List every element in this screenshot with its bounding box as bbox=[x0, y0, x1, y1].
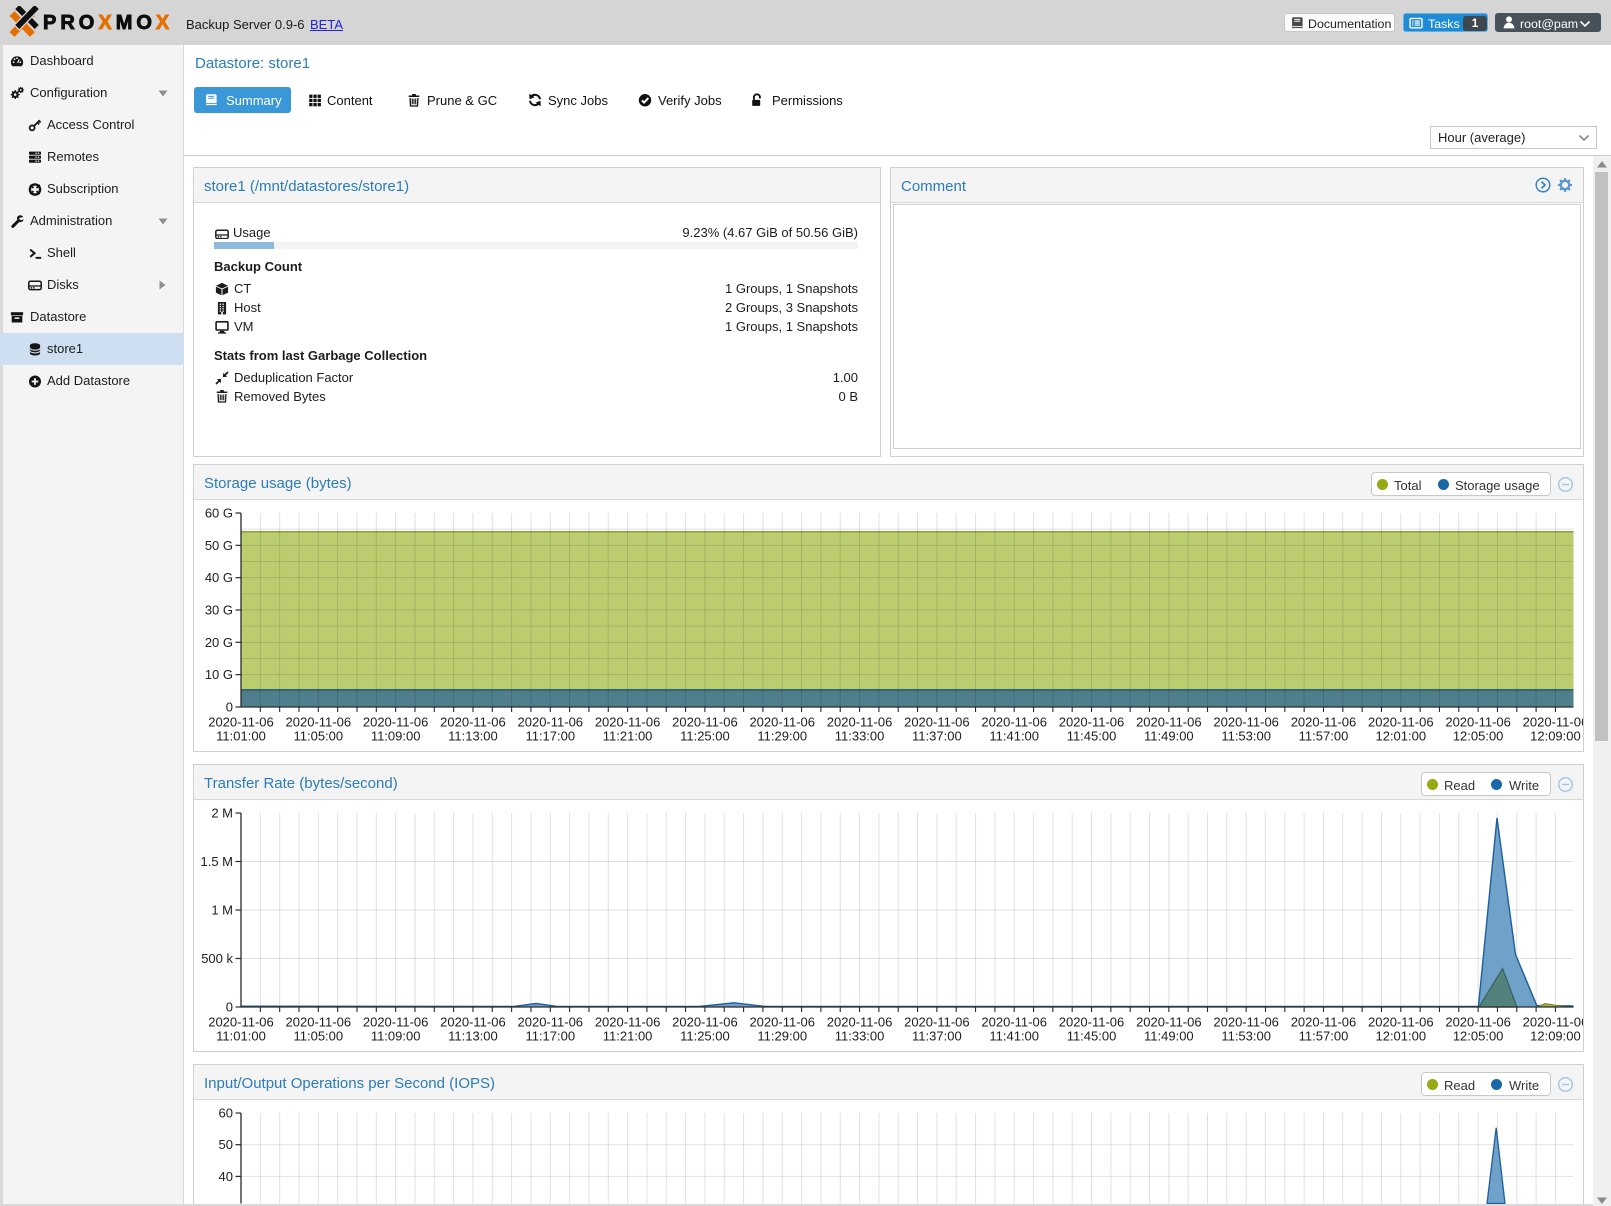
svg-text:2020-11-06: 2020-11-06 bbox=[286, 715, 352, 730]
svg-text:2020-11-06: 2020-11-06 bbox=[286, 1015, 352, 1030]
svg-text:11:25:00: 11:25:00 bbox=[680, 729, 730, 744]
svg-text:11:53:00: 11:53:00 bbox=[1221, 1029, 1271, 1044]
svg-text:2020-11-06: 2020-11-06 bbox=[981, 715, 1047, 730]
svg-text:2020-11-06: 2020-11-06 bbox=[1368, 1015, 1434, 1030]
svg-text:2020-11-06: 2020-11-06 bbox=[1445, 715, 1511, 730]
svg-text:11:57:00: 11:57:00 bbox=[1299, 1029, 1349, 1044]
svg-text:12:09:00: 12:09:00 bbox=[1530, 1029, 1581, 1044]
svg-text:11:17:00: 11:17:00 bbox=[525, 1029, 575, 1044]
svg-text:40: 40 bbox=[219, 1169, 233, 1184]
svg-text:2020-11-06: 2020-11-06 bbox=[1059, 1015, 1125, 1030]
svg-text:2020-11-06: 2020-11-06 bbox=[1445, 1015, 1511, 1030]
svg-text:12:09:00: 12:09:00 bbox=[1530, 729, 1581, 744]
svg-text:2020-11-06: 2020-11-06 bbox=[904, 1015, 970, 1030]
svg-text:11:21:00: 11:21:00 bbox=[603, 729, 653, 744]
svg-text:11:09:00: 11:09:00 bbox=[371, 729, 421, 744]
svg-text:0: 0 bbox=[226, 700, 233, 715]
svg-text:2020-11-06: 2020-11-06 bbox=[904, 715, 970, 730]
svg-text:11:29:00: 11:29:00 bbox=[757, 1029, 807, 1044]
svg-text:50 G: 50 G bbox=[205, 538, 233, 553]
svg-text:11:17:00: 11:17:00 bbox=[525, 729, 575, 744]
svg-text:11:01:00: 11:01:00 bbox=[216, 1029, 266, 1044]
svg-text:2020-11-06: 2020-11-06 bbox=[208, 715, 274, 730]
svg-text:2020-11-06: 2020-11-06 bbox=[1368, 715, 1434, 730]
svg-text:2020-11-06: 2020-11-06 bbox=[1213, 1015, 1279, 1030]
svg-text:2020-11-06: 2020-11-06 bbox=[1136, 715, 1202, 730]
svg-text:11:05:00: 11:05:00 bbox=[293, 1029, 343, 1044]
svg-text:2020-11-06: 2020-11-06 bbox=[595, 1015, 661, 1030]
svg-text:11:33:00: 11:33:00 bbox=[835, 1029, 885, 1044]
svg-text:11:13:00: 11:13:00 bbox=[448, 1029, 498, 1044]
svg-text:10 G: 10 G bbox=[205, 667, 233, 682]
svg-text:11:41:00: 11:41:00 bbox=[989, 729, 1039, 744]
svg-text:11:13:00: 11:13:00 bbox=[448, 729, 498, 744]
svg-text:20 G: 20 G bbox=[205, 635, 233, 650]
svg-text:60: 60 bbox=[219, 1106, 233, 1121]
svg-text:500 k: 500 k bbox=[201, 951, 233, 966]
svg-text:11:53:00: 11:53:00 bbox=[1221, 729, 1271, 744]
svg-text:40 G: 40 G bbox=[205, 570, 233, 585]
svg-text:11:01:00: 11:01:00 bbox=[216, 729, 266, 744]
svg-text:11:29:00: 11:29:00 bbox=[757, 729, 807, 744]
svg-text:2020-11-06: 2020-11-06 bbox=[1291, 715, 1357, 730]
svg-text:2020-11-06: 2020-11-06 bbox=[749, 715, 815, 730]
svg-text:11:25:00: 11:25:00 bbox=[680, 1029, 730, 1044]
svg-text:30 G: 30 G bbox=[205, 603, 233, 618]
svg-text:2020-11-06: 2020-11-06 bbox=[1059, 715, 1125, 730]
svg-text:12:01:00: 12:01:00 bbox=[1375, 1029, 1426, 1044]
svg-text:2020-11-06: 2020-11-06 bbox=[363, 715, 429, 730]
svg-text:11:57:00: 11:57:00 bbox=[1299, 729, 1349, 744]
svg-text:2020-11-06: 2020-11-06 bbox=[1523, 715, 1583, 730]
svg-text:2020-11-06: 2020-11-06 bbox=[1291, 1015, 1357, 1030]
svg-text:11:05:00: 11:05:00 bbox=[293, 729, 343, 744]
svg-text:2020-11-06: 2020-11-06 bbox=[208, 1015, 274, 1030]
svg-text:11:33:00: 11:33:00 bbox=[835, 729, 885, 744]
svg-text:1.5 M: 1.5 M bbox=[200, 854, 233, 869]
svg-text:2 M: 2 M bbox=[211, 806, 233, 821]
svg-text:2020-11-06: 2020-11-06 bbox=[672, 715, 738, 730]
svg-text:11:21:00: 11:21:00 bbox=[603, 1029, 653, 1044]
svg-text:2020-11-06: 2020-11-06 bbox=[981, 1015, 1047, 1030]
svg-text:12:05:00: 12:05:00 bbox=[1453, 1029, 1504, 1044]
svg-text:1 M: 1 M bbox=[211, 903, 233, 918]
svg-text:11:37:00: 11:37:00 bbox=[912, 1029, 962, 1044]
svg-text:2020-11-06: 2020-11-06 bbox=[1136, 1015, 1202, 1030]
svg-text:2020-11-06: 2020-11-06 bbox=[1523, 1015, 1583, 1030]
svg-text:12:01:00: 12:01:00 bbox=[1375, 729, 1426, 744]
svg-text:12:05:00: 12:05:00 bbox=[1453, 729, 1504, 744]
svg-text:11:41:00: 11:41:00 bbox=[989, 1029, 1039, 1044]
svg-text:2020-11-06: 2020-11-06 bbox=[518, 715, 584, 730]
svg-text:2020-11-06: 2020-11-06 bbox=[440, 715, 506, 730]
svg-text:2020-11-06: 2020-11-06 bbox=[518, 1015, 584, 1030]
svg-text:2020-11-06: 2020-11-06 bbox=[440, 1015, 506, 1030]
svg-text:0: 0 bbox=[226, 1000, 233, 1015]
svg-text:11:49:00: 11:49:00 bbox=[1144, 1029, 1194, 1044]
svg-text:2020-11-06: 2020-11-06 bbox=[595, 715, 661, 730]
svg-text:11:49:00: 11:49:00 bbox=[1144, 729, 1194, 744]
svg-text:60 G: 60 G bbox=[205, 506, 233, 521]
svg-text:11:45:00: 11:45:00 bbox=[1067, 1029, 1117, 1044]
svg-text:2020-11-06: 2020-11-06 bbox=[363, 1015, 429, 1030]
svg-text:2020-11-06: 2020-11-06 bbox=[672, 1015, 738, 1030]
svg-text:2020-11-06: 2020-11-06 bbox=[827, 1015, 893, 1030]
svg-text:11:09:00: 11:09:00 bbox=[371, 1029, 421, 1044]
svg-text:2020-11-06: 2020-11-06 bbox=[827, 715, 893, 730]
svg-text:2020-11-06: 2020-11-06 bbox=[749, 1015, 815, 1030]
svg-text:11:45:00: 11:45:00 bbox=[1067, 729, 1117, 744]
svg-text:2020-11-06: 2020-11-06 bbox=[1213, 715, 1279, 730]
svg-text:11:37:00: 11:37:00 bbox=[912, 729, 962, 744]
svg-text:50: 50 bbox=[219, 1137, 233, 1152]
